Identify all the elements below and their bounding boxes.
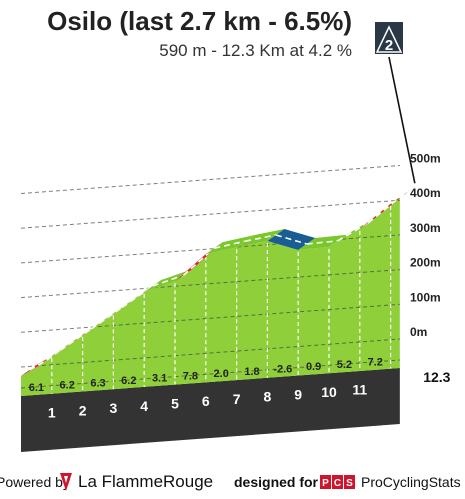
km-marker-label: 6	[202, 393, 210, 409]
km-marker-label: 10	[321, 384, 337, 400]
altitude-tick-label: 500m	[410, 152, 441, 166]
altitude-tick-label: 400m	[410, 186, 441, 200]
gradient-label: -2.6	[273, 363, 292, 375]
segment-centerline	[214, 240, 246, 249]
footer: Powered by La FlammeRouge designed for P…	[0, 470, 465, 496]
grid-lines	[20, 165, 400, 394]
km-marker-label: 11	[352, 382, 367, 398]
segment-centerline	[337, 222, 369, 242]
segment-centerline	[59, 328, 92, 351]
procyclingstats-brand[interactable]: ProCyclingStats	[361, 474, 461, 490]
km-marker-label: 5	[171, 396, 179, 412]
km-marker-label: 3	[110, 400, 118, 416]
km-marker-label: 1	[48, 405, 56, 421]
km-marker-label: 7	[233, 391, 241, 407]
km-marker-label: 2	[79, 402, 87, 418]
gradient-label: 1.8	[244, 366, 259, 378]
altitude-gridline	[20, 338, 400, 368]
segment-centerline	[121, 285, 154, 309]
altitude-gridline	[20, 359, 400, 389]
gradient-label: 6.3	[90, 377, 105, 389]
gradient-label: 7.8	[183, 370, 198, 382]
profile-fill	[21, 197, 400, 396]
gradient-label: 7.2	[368, 357, 383, 369]
altitude-tick-label: 100m	[410, 290, 441, 304]
altitude-gridline	[20, 165, 400, 194]
altitude-gridline	[20, 269, 400, 299]
gradient-label: 0.9	[306, 361, 321, 373]
segment-centerline	[275, 234, 307, 245]
powered-by-text: Powered by	[0, 474, 70, 490]
svg-text:P: P	[322, 478, 329, 489]
segment-centerline	[306, 240, 338, 245]
profile-segment	[267, 228, 316, 251]
gradient-label: 6.2	[60, 380, 75, 392]
altitude-tick-label: 300m	[410, 221, 441, 235]
segment-centerline	[29, 349, 61, 371]
la-flamme-rouge-brand[interactable]: La FlammeRouge	[78, 472, 214, 491]
total-distance-label: 12.3	[423, 369, 450, 385]
segment-centerline	[398, 190, 409, 199]
category-badge: 2	[372, 19, 406, 57]
category-badge-label: 2	[385, 37, 393, 54]
chart-title: Osilo (last 2.7 km - 6.5%)	[47, 6, 352, 36]
altitude-tick-label: 200m	[410, 256, 441, 270]
designed-for-text: designed for	[234, 474, 319, 490]
pcs-logo-icon: P C S	[320, 475, 355, 489]
summit-marker-line	[388, 56, 416, 184]
elevation-profile-chart: 6.1 6.2 6.3 6.2 3.1 7.8 2.0 1.8 -2.6 0.9 5.2 7.2 1 2 3…	[20, 56, 451, 452]
segment-centerline	[152, 274, 184, 287]
segment-centerline	[90, 306, 123, 330]
svg-text:S: S	[346, 478, 353, 489]
gradient-label: 5.2	[337, 359, 352, 371]
profile-top-bands	[21, 56, 417, 376]
gradient-label: 2.0	[214, 368, 229, 380]
km-marker-label: 8	[264, 389, 272, 405]
altitude-tick-label: 0m	[410, 325, 427, 339]
chart-labels: 6.1 6.2 6.3 6.2 3.1 7.8 2.0 1.8 -2.6 0.9 5.2 7.2 1 2 3…	[29, 152, 451, 421]
gradient-label: 3.1	[152, 373, 167, 385]
km-marker-label: 9	[294, 386, 302, 402]
svg-text:C: C	[334, 478, 341, 489]
profile-face	[21, 197, 400, 396]
segment-centerline	[367, 197, 400, 224]
altitude-gridline	[20, 199, 400, 229]
flamme-rouge-logo-icon	[60, 473, 72, 491]
km-marker-label: 4	[140, 398, 148, 414]
chart-subtitle: 590 m - 12.3 Km at 4.2 %	[159, 41, 352, 60]
gradient-label: 6.2	[121, 375, 136, 387]
segment-centerline	[244, 234, 277, 243]
profile-segment	[144, 269, 192, 292]
gradient-label: 6.1	[29, 382, 44, 394]
altitude-gridline	[20, 303, 400, 333]
